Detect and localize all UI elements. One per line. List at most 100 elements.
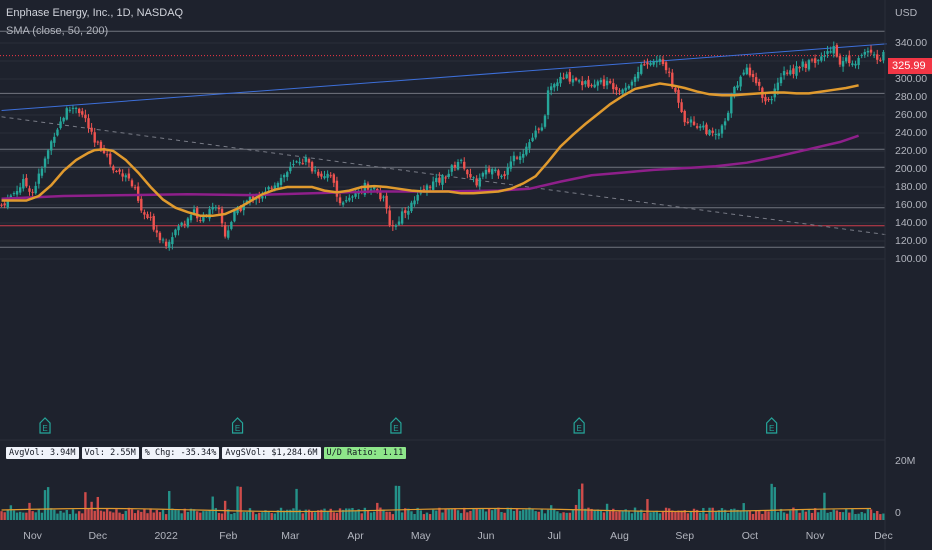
last-price-tag: 325.99: [888, 58, 932, 74]
candle-body: [776, 82, 780, 91]
candle-body: [211, 206, 214, 210]
earnings-marker-icon: [231, 417, 244, 434]
volume-bar: [497, 507, 500, 520]
volume-bar: [199, 512, 202, 520]
candle-body: [801, 61, 804, 67]
candle-body: [640, 64, 643, 74]
volume-bar: [469, 510, 472, 520]
candle-body: [220, 208, 224, 224]
candle-body: [71, 107, 75, 109]
candle-body: [671, 72, 674, 88]
volume-bar: [481, 508, 485, 520]
candle-body: [320, 173, 323, 177]
volume-bar: [202, 511, 205, 520]
volume-bar: [28, 502, 31, 520]
volume-bar: [826, 512, 829, 520]
volume-bar: [46, 487, 50, 520]
volume-bar: [475, 508, 478, 520]
volume-bar: [785, 513, 789, 520]
candle-body: [472, 177, 475, 179]
price-axis-label: 240.00: [895, 127, 928, 139]
stat-avg-dollar-volume: AvgSVol: $1,284.6M: [222, 447, 321, 459]
indicator-label[interactable]: SMA (close, 50, 200): [6, 25, 109, 37]
candle-body: [804, 63, 808, 68]
candle-body: [251, 196, 255, 199]
volume-bar: [379, 507, 382, 520]
candle-body: [348, 197, 351, 201]
volume-bar: [385, 511, 388, 520]
volume-bar: [372, 511, 376, 520]
candle-body: [109, 153, 112, 165]
volume-bar: [661, 510, 665, 520]
candle-body: [475, 178, 478, 186]
time-axis-label: May: [410, 530, 431, 542]
volume-bar: [748, 511, 752, 520]
volume-bar: [53, 509, 56, 520]
candle-body: [851, 63, 854, 66]
candle-body: [307, 159, 311, 163]
candle-body: [562, 77, 565, 79]
volume-bar: [450, 509, 454, 520]
volume-bar: [646, 499, 649, 520]
volume-bar: [304, 509, 308, 520]
volume-bar: [149, 508, 152, 520]
volume-bar: [286, 509, 289, 520]
candle-body: [798, 67, 801, 69]
volume-bar: [376, 502, 379, 520]
candle-body: [767, 99, 770, 101]
candle-body: [785, 72, 789, 74]
candle-body: [649, 63, 652, 65]
volume-bar: [739, 510, 742, 520]
volume-bar: [810, 512, 814, 520]
volume-bar: [59, 510, 62, 520]
volume-bar: [612, 508, 615, 520]
candle-body: [618, 90, 621, 92]
volume-bar: [500, 512, 503, 520]
candle-body: [410, 202, 413, 212]
candle-body: [782, 71, 786, 76]
candle-body: [758, 81, 761, 86]
candle-body: [459, 159, 463, 161]
time-axis-label: Mar: [281, 530, 300, 542]
volume-bar: [351, 507, 354, 520]
candle-body: [146, 214, 149, 218]
candle-body: [214, 207, 218, 209]
candle-body: [351, 196, 354, 198]
price-axis-label: 220.00: [895, 145, 928, 157]
time-axis-label: Feb: [219, 530, 238, 542]
candle-body: [379, 191, 382, 200]
earnings-marker-label: E: [42, 424, 47, 433]
candle-body: [608, 81, 612, 83]
candle-body: [531, 137, 534, 142]
candle-body: [9, 195, 13, 198]
volume-bar: [581, 483, 584, 520]
candle-body: [326, 173, 329, 178]
candle-body: [168, 241, 171, 248]
volume-bar: [447, 508, 450, 520]
candle-body: [503, 174, 506, 177]
volume-bar: [397, 485, 401, 520]
volume-bar: [553, 508, 556, 520]
volume-bar: [733, 508, 736, 520]
candle-body: [96, 141, 100, 143]
volume-bar: [227, 509, 230, 520]
time-axis-label: Apr: [347, 530, 364, 542]
volume-bar: [307, 509, 311, 520]
candle-body: [136, 186, 140, 201]
candle-body: [236, 206, 239, 214]
volume-bar: [444, 509, 447, 520]
candle-body: [186, 218, 190, 227]
volume-bar: [56, 513, 59, 520]
time-axis-label: Sep: [675, 530, 695, 542]
volume-bar: [326, 511, 329, 520]
candle-body: [46, 150, 50, 159]
candle-body: [444, 177, 447, 179]
candle-body: [77, 108, 81, 114]
candle-body: [699, 126, 702, 128]
candle-body: [540, 127, 544, 131]
volume-bar: [177, 510, 180, 520]
volume-bar: [534, 511, 537, 520]
candle-body: [661, 59, 665, 64]
volume-bar: [525, 509, 528, 520]
